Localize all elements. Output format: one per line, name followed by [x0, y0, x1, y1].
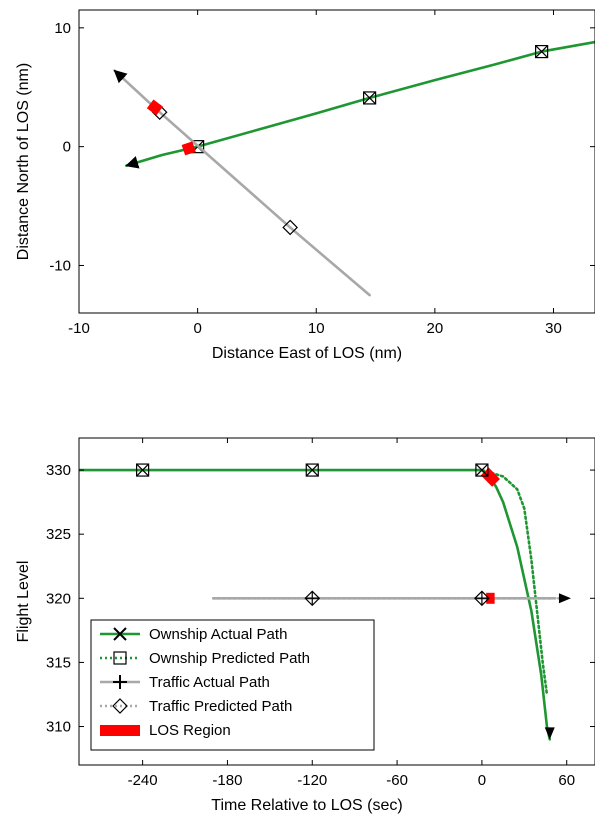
arrowhead-2 — [558, 593, 571, 604]
los-region-1 — [480, 467, 500, 487]
legend-entry-label: Ownship Actual Path — [149, 626, 287, 643]
series-marker-1-2-square — [363, 91, 377, 105]
legend-entry-label: LOS Region — [149, 722, 231, 739]
point-marker-2-square — [305, 463, 319, 477]
plot-area — [79, 463, 569, 741]
legend-swatch-los — [100, 725, 140, 736]
series-line-traffic-2 — [113, 69, 371, 297]
x-tick-label: 0 — [193, 320, 201, 337]
x-axis-label: Time Relative to LOS (sec) — [211, 797, 402, 814]
x-tick-label: -240 — [128, 772, 158, 789]
y-tick-label: -10 — [49, 257, 71, 274]
legend: Ownship Actual Path Ownship Predicted Pat… — [90, 619, 375, 751]
legend-swatch-marker-x2 — [113, 627, 127, 641]
y-axis-label: Flight Level — [15, 561, 32, 643]
legend-swatch-marker-diamond — [112, 698, 128, 714]
y-tick-label: 310 — [46, 719, 71, 736]
series-marker-1-3-square — [535, 44, 549, 59]
legend-entry-label: Traffic Predicted Path — [149, 698, 292, 715]
y-axis-label: Distance North of LOS (nm) — [15, 63, 32, 260]
y-tick-label: 315 — [46, 654, 71, 671]
y-tick-label: 325 — [46, 526, 71, 543]
series-line-ownship-1 — [125, 40, 595, 169]
los-region-2 — [181, 141, 196, 156]
x-axis-label: Distance East of LOS (nm) — [212, 345, 402, 362]
legend-entry-label: Ownship Predicted Path — [149, 650, 310, 667]
x-tick-label: 60 — [558, 772, 575, 789]
y-tick-label: 0 — [63, 139, 71, 156]
plot-area — [113, 40, 595, 297]
chart-1: -10 0 10 20 30 -10 0 10 Distance East of LOS (nm… — [15, 9, 595, 362]
plot-frame — [78, 9, 595, 314]
point-marker-1-square — [136, 463, 150, 477]
x-tick-label: 0 — [478, 772, 486, 789]
arrowhead-1 — [544, 727, 555, 740]
series-line-ownship-1 — [79, 468, 552, 741]
x-tick-label: 20 — [427, 320, 444, 337]
y-tick-label: 10 — [54, 20, 71, 37]
x-tick-label: 30 — [545, 320, 562, 337]
plot-frame — [78, 437, 595, 766]
series-line-ownship-2 — [480, 468, 549, 696]
series-marker-1-3-x2 — [535, 45, 549, 59]
x-tick-label: -10 — [68, 320, 90, 337]
point-marker-2-x2 — [305, 463, 319, 477]
point-marker-3-square — [475, 463, 489, 477]
x-tick-label: -120 — [297, 772, 327, 789]
y-tick-label: 330 — [46, 462, 71, 479]
series-marker-2-2-diamond — [282, 219, 298, 236]
point-marker-1-x2 — [136, 463, 150, 477]
legend-swatch-marker-square — [113, 651, 127, 665]
chart-2: -240 -180 -120 -60 0 60 310 315 320 325 330 Time Re… — [15, 437, 595, 814]
legend-entry-label: Traffic Actual Path — [149, 674, 270, 691]
x-tick-label: 10 — [308, 320, 325, 337]
point-marker-3-x2 — [475, 463, 489, 477]
los-region-1 — [146, 99, 163, 116]
x-tick-label: -180 — [212, 772, 242, 789]
x-tick-label: -60 — [386, 772, 408, 789]
y-tick-label: 320 — [46, 590, 71, 607]
series-marker-1-2-x2 — [363, 91, 377, 105]
